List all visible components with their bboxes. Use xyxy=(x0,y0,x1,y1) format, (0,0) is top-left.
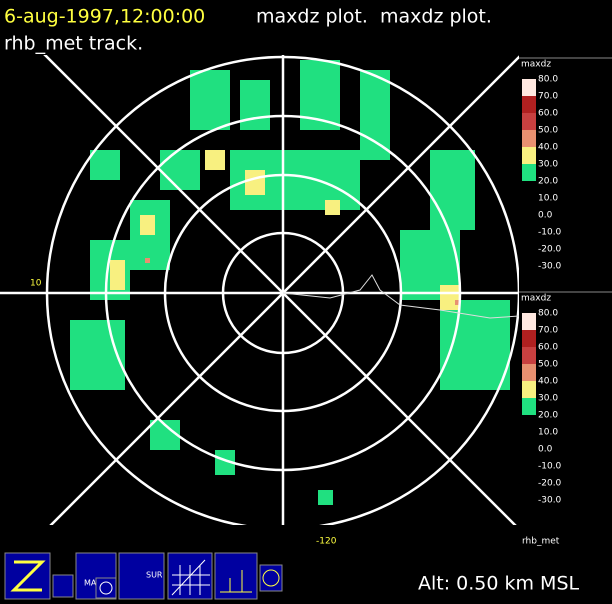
grid-button[interactable] xyxy=(52,574,74,598)
colorbar-tick-label: 10.0 xyxy=(538,194,558,204)
colorbar-swatch xyxy=(522,113,536,130)
radar-plot xyxy=(0,55,519,525)
colorbar-tick-label: 40.0 xyxy=(538,143,558,153)
axis-label: -120 xyxy=(316,537,337,547)
colorbar-swatch xyxy=(522,398,536,415)
colorbar-tick-label: 80.0 xyxy=(538,309,558,319)
colorbar-swatch xyxy=(522,164,536,181)
sur-label: SUR xyxy=(146,571,163,580)
colorbar-tick-label: 0.0 xyxy=(538,445,553,455)
colorbar-swatch xyxy=(522,147,536,164)
colorbar-tick-label: 30.0 xyxy=(538,394,558,404)
altitude-label: Alt: 0.50 km MSL xyxy=(418,573,580,595)
colorbar-tick-label: 50.0 xyxy=(538,360,558,370)
colorbar-tick-label: -10.0 xyxy=(538,228,562,238)
options-button[interactable] xyxy=(259,564,283,592)
colorbar-swatch xyxy=(522,330,536,347)
colorbar-tick-label: -20.0 xyxy=(538,479,562,489)
axis-label: 10 xyxy=(30,279,42,289)
colorbar-tick-label: 20.0 xyxy=(538,411,558,421)
toolbar: MAP SUR xyxy=(4,552,283,600)
colorbar-tick-label: 20.0 xyxy=(538,177,558,187)
colorbar-tick-label: 40.0 xyxy=(538,377,558,387)
circle-button[interactable] xyxy=(95,577,117,599)
colorbar-tick-label: 60.0 xyxy=(538,343,558,353)
colorbars: maxdz 80.0 70.0 60.0 50.0 40.0 30.0 20.0 10.0 0.0… xyxy=(519,57,612,506)
track-title: rhb_met track. xyxy=(4,33,143,55)
colorbar-tick-label: 30.0 xyxy=(538,160,558,170)
ship-track xyxy=(282,274,519,319)
colorbar-swatch xyxy=(522,347,536,364)
colorbar-tick-label: -20.0 xyxy=(538,245,562,255)
colorbar-tick-label: 80.0 xyxy=(538,75,558,85)
map-label: MAP xyxy=(84,579,101,588)
colorbar-tick-label: 0.0 xyxy=(538,211,553,221)
colorbar-tick-label: 70.0 xyxy=(538,326,558,336)
colorbar-tick-label: 50.0 xyxy=(538,126,558,136)
echoes xyxy=(70,60,510,505)
colorbar-tick-label: -30.0 xyxy=(538,496,562,506)
colorbar-swatch xyxy=(522,96,536,113)
colorbar-swatch xyxy=(522,79,536,96)
colorbar-tick-label: 10.0 xyxy=(538,428,558,438)
colorbar-swatch xyxy=(522,313,536,330)
plot-title: maxdz plot. maxdz plot. xyxy=(256,6,492,28)
colorbar-title: maxdz xyxy=(521,60,551,70)
colorbar-swatch xyxy=(522,381,536,398)
surveillance-button[interactable] xyxy=(118,552,165,600)
datetime: 6-aug-1997,12:00:00 xyxy=(4,6,205,28)
colorbar-tick-label: 60.0 xyxy=(538,109,558,119)
colorbar-swatch xyxy=(522,130,536,147)
sounding-button[interactable] xyxy=(214,552,258,600)
colorbar-tick-label: -10.0 xyxy=(538,462,562,472)
footer-label: rhb_met xyxy=(522,537,560,547)
colorbar-swatch xyxy=(522,364,536,381)
colorbar-title: maxdz xyxy=(521,294,551,304)
colorbar-tick-label: -30.0 xyxy=(538,262,562,272)
colorbar-tick-label: 70.0 xyxy=(538,92,558,102)
